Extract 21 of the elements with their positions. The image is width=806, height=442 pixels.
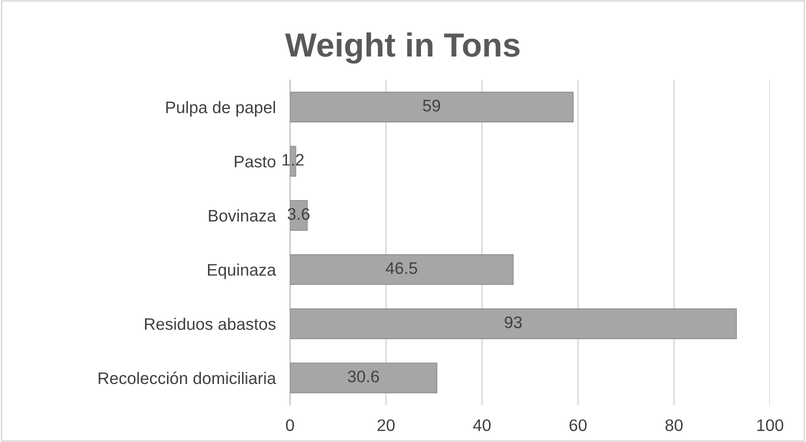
bar <box>290 308 737 340</box>
x-tick-label: 100 <box>757 419 784 432</box>
chart-title: Weight in Tons <box>285 32 520 64</box>
x-tick-label: 0 <box>286 419 294 432</box>
y-tick-label: Pasto <box>234 156 276 168</box>
data-label: 59 <box>423 100 440 112</box>
bar <box>290 362 438 394</box>
data-label: 46.5 <box>386 262 418 274</box>
y-tick-label: Residuos abastos <box>145 318 276 330</box>
x-tick-label: 80 <box>665 419 683 432</box>
y-tick-label: Pulpa de papel <box>166 101 276 117</box>
bar <box>290 92 574 122</box>
y-tick-label: Equinaza <box>208 264 276 280</box>
bar <box>290 254 514 285</box>
x-tick-label: 20 <box>378 419 395 432</box>
data-label: 30.6 <box>348 370 379 382</box>
data-label: 93 <box>504 316 522 328</box>
y-tick-label: Recolección domiciliaria <box>98 372 276 384</box>
y-tick-label: Bovinaza <box>208 209 276 222</box>
x-tick-label: 40 <box>473 419 491 432</box>
x-tick-label: 60 <box>570 419 587 432</box>
